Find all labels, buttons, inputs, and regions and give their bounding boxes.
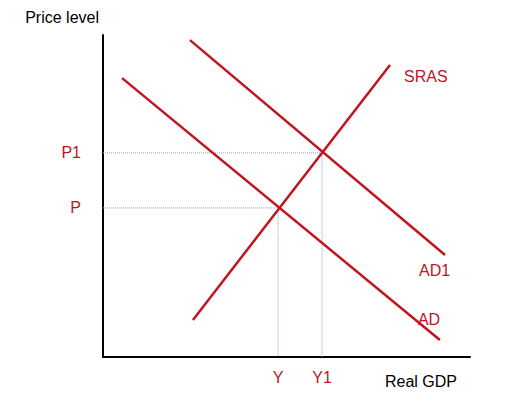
svg-text:SRAS: SRAS	[404, 68, 448, 85]
svg-text:Y: Y	[273, 369, 284, 386]
svg-text:P1: P1	[61, 144, 81, 161]
svg-text:AD1: AD1	[419, 262, 450, 279]
svg-text:Price level: Price level	[25, 9, 99, 26]
svg-text:AD: AD	[418, 311, 440, 328]
svg-text:Y1: Y1	[312, 369, 332, 386]
svg-text:Real GDP: Real GDP	[385, 373, 457, 390]
svg-text:P: P	[70, 199, 81, 216]
